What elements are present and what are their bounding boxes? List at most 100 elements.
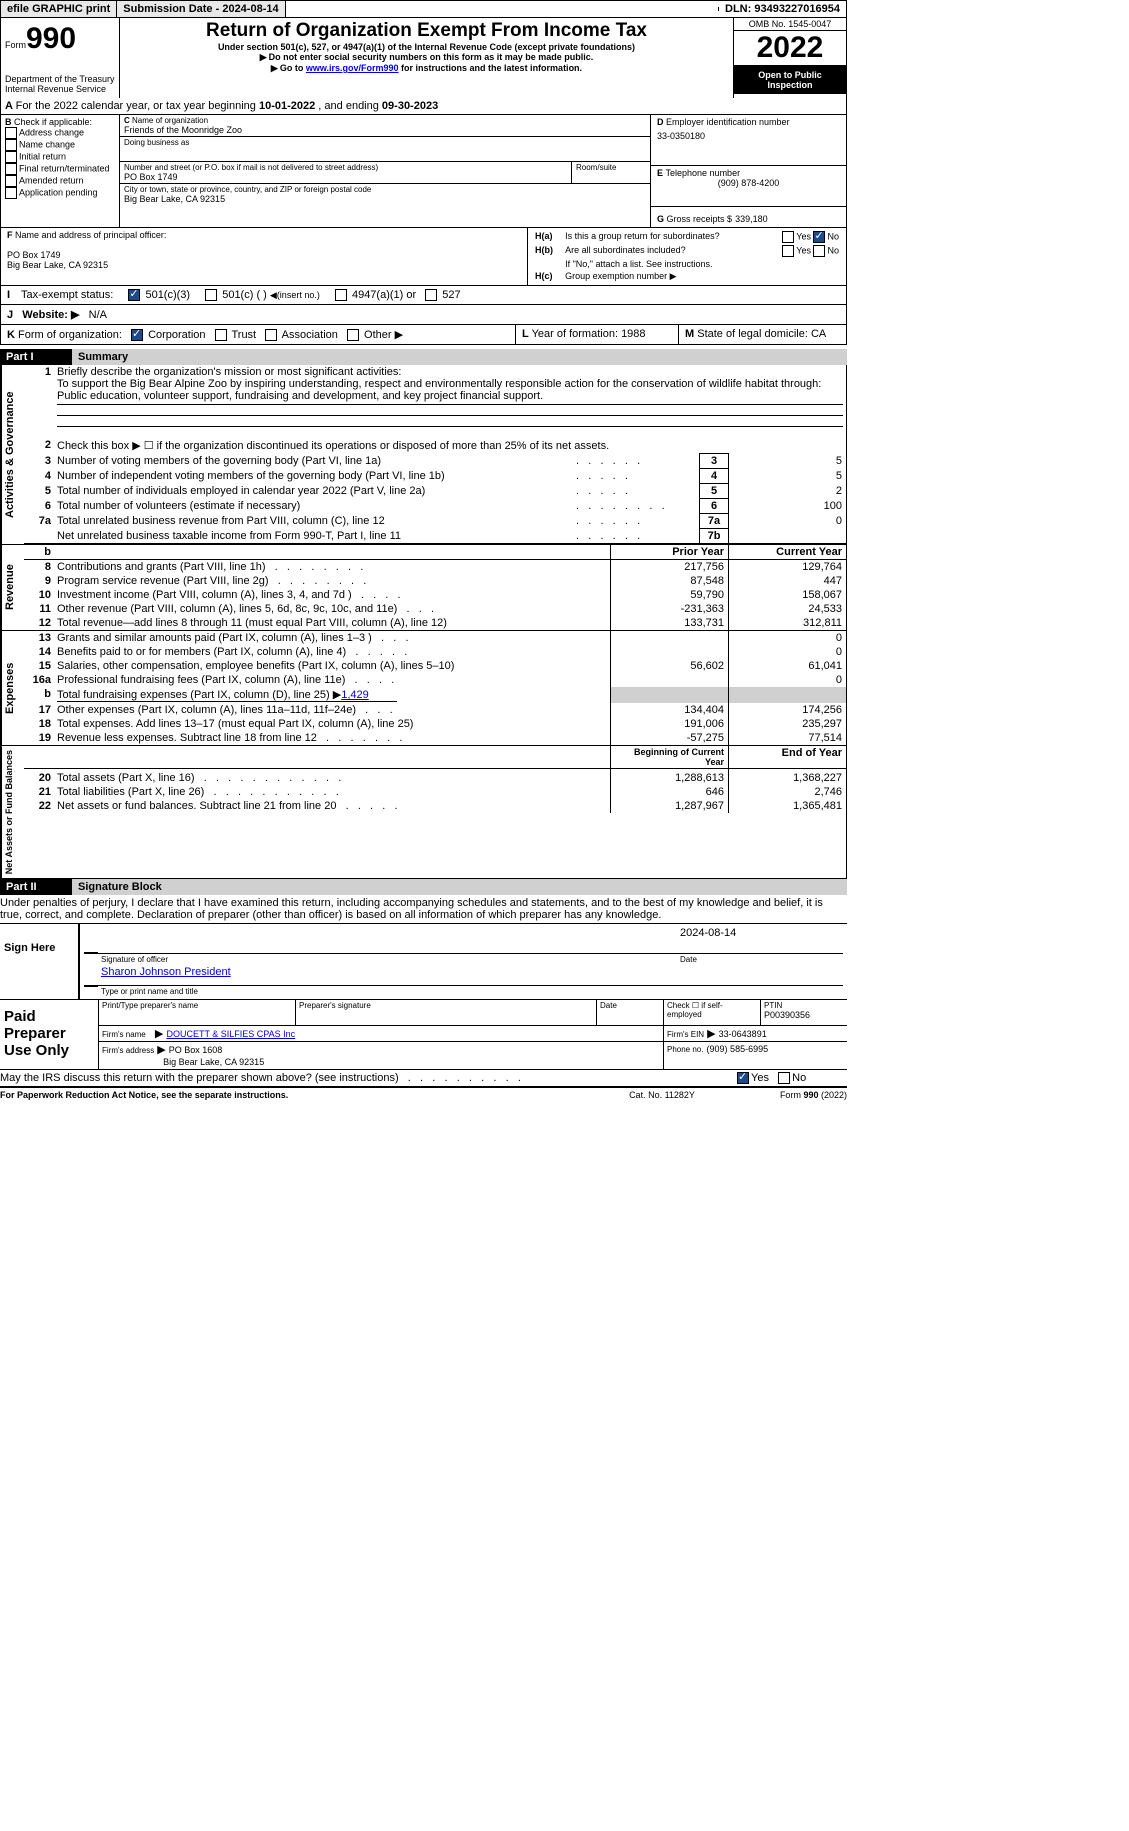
firm-name[interactable]: DOUCETT & SILFIES CPAS Inc [166,1029,295,1039]
chk-final[interactable] [5,163,17,175]
p13 [611,631,729,645]
l18: Total expenses. Add lines 13–17 (must eq… [54,717,611,731]
chk-initial[interactable] [5,151,17,163]
chk-name[interactable] [5,139,17,151]
l16b-val[interactable]: 1,429 [341,689,369,701]
top-bar: efile GRAPHIC print Submission Date - 20… [0,0,847,18]
website-label: Website: [22,309,68,321]
side-activities: Activities & Governance [1,365,24,544]
firm-name-label: Firm's name [102,1030,146,1039]
o-other: Other [364,329,392,341]
part1-title: Summary [72,349,847,365]
self-emp[interactable]: Check ☐ if self-employed [664,1000,761,1026]
form-number: 990 [26,22,76,55]
chk-trust[interactable] [215,329,227,341]
p19: -57,275 [611,731,729,745]
form-subtitle: Under section 501(c), 527, or 4947(a)(1)… [126,42,727,52]
chk-may-no[interactable] [778,1072,790,1084]
chk-501c[interactable] [205,289,217,301]
chk-527[interactable] [425,289,437,301]
side-revenue: Revenue [1,545,24,630]
col-end: End of Year [729,746,847,769]
dln-label: DLN: [725,3,754,15]
c14: 0 [729,645,847,659]
chk-4947[interactable] [335,289,347,301]
may-no: No [792,1072,806,1084]
chk-may-yes[interactable] [737,1072,749,1084]
l13: Grants and similar amounts paid (Part IX… [57,632,372,644]
efile-label[interactable]: efile GRAPHIC print [1,1,117,17]
ptp-label: Print/Type preparer's name [102,1001,292,1010]
c10: 158,067 [729,588,847,602]
p10: 59,790 [611,588,729,602]
ty-begin: 10-01-2022 [259,100,315,112]
paid-preparer: Paid Preparer Use Only [0,1000,98,1069]
p18: 191,006 [611,717,729,731]
insert-no: (insert no.) [277,290,320,300]
l7b: Net unrelated business taxable income fr… [54,529,573,544]
l8: Contributions and grants (Part VIII, lin… [57,561,266,573]
ptin-label: PTIN [764,1001,844,1010]
l12: Total revenue—add lines 8 through 11 (mu… [54,616,611,630]
hb-note: If "No," attach a list. See instructions… [562,258,842,270]
l11: Other revenue (Part VIII, column (A), li… [57,603,397,615]
l21: Total liabilities (Part X, line 26) [57,786,204,798]
note-goto-pre: Go to [271,63,306,73]
domicile: CA [811,328,826,340]
irs-link[interactable]: www.irs.gov/Form990 [306,63,399,73]
col-beg: Beginning of Current Year [611,746,729,769]
may-yes: Yes [751,1072,769,1084]
chk-hb-yes[interactable] [782,245,794,257]
pra-notice: For Paperwork Reduction Act Notice, see … [0,1090,597,1100]
c18: 235,297 [729,717,847,731]
l17: Other expenses (Part IX, column (A), lin… [57,704,356,716]
c16a: 0 [729,673,847,687]
chk-ha-no[interactable] [813,231,825,243]
opt-address: Address change [19,127,84,137]
chk-corp[interactable] [131,329,143,341]
l6: Total number of volunteers (estimate if … [54,499,573,514]
yof-label: Year of formation: [532,328,618,340]
opt-name: Name change [19,139,75,149]
sign-here: Sign Here [0,924,78,999]
p9: 87,548 [611,574,729,588]
form-org-label: Form of organization: [18,329,122,341]
l19: Revenue less expenses. Subtract line 18 … [57,732,317,744]
l14: Benefits paid to or for members (Part IX… [57,646,346,658]
phone: (909) 878-4200 [657,178,840,188]
chk-ha-yes[interactable] [782,231,794,243]
chk-501c3[interactable] [128,289,140,301]
l7a: Total unrelated business revenue from Pa… [54,514,573,529]
part2-label: Part II [0,879,72,895]
date-label: Date [677,953,843,965]
p22: 1,287,967 [611,799,729,813]
part2-title: Signature Block [72,879,847,895]
firm-addr1: PO Box 1608 [169,1045,223,1055]
lineA-mid: , and ending [315,100,382,112]
dept-treasury: Department of the Treasury [5,74,115,84]
o-4947: 4947(a)(1) or [352,289,416,301]
chk-hb-no[interactable] [813,245,825,257]
ein-label: Employer identification number [666,117,790,127]
form-title: Return of Organization Exempt From Incom… [126,20,727,42]
officer-line1: PO Box 1749 [7,250,521,260]
box-b: B Check if applicable: Address change Na… [1,115,120,227]
chk-assoc[interactable] [265,329,277,341]
room-label: Room/suite [576,163,646,172]
omb-number: OMB No. 1545-0047 [734,18,846,31]
p12: 133,731 [611,616,729,630]
chk-pending[interactable] [5,187,17,199]
may-discuss: May the IRS discuss this return with the… [0,1072,399,1084]
chk-other[interactable] [347,329,359,341]
o-trust: Trust [231,329,256,341]
domicile-label: State of legal domicile: [697,328,808,340]
chk-address[interactable] [5,127,17,139]
o-corp: Corporation [148,329,205,341]
officer-name[interactable]: Sharon Johnson President [101,966,231,978]
mission-text: To support the Big Bear Alpine Zoo by in… [57,378,821,402]
name-label: Name of organization [132,116,208,125]
v7a: 0 [729,514,847,529]
ptin: P00390356 [764,1010,844,1020]
chk-amended[interactable] [5,175,17,187]
c11: 24,533 [729,602,847,616]
